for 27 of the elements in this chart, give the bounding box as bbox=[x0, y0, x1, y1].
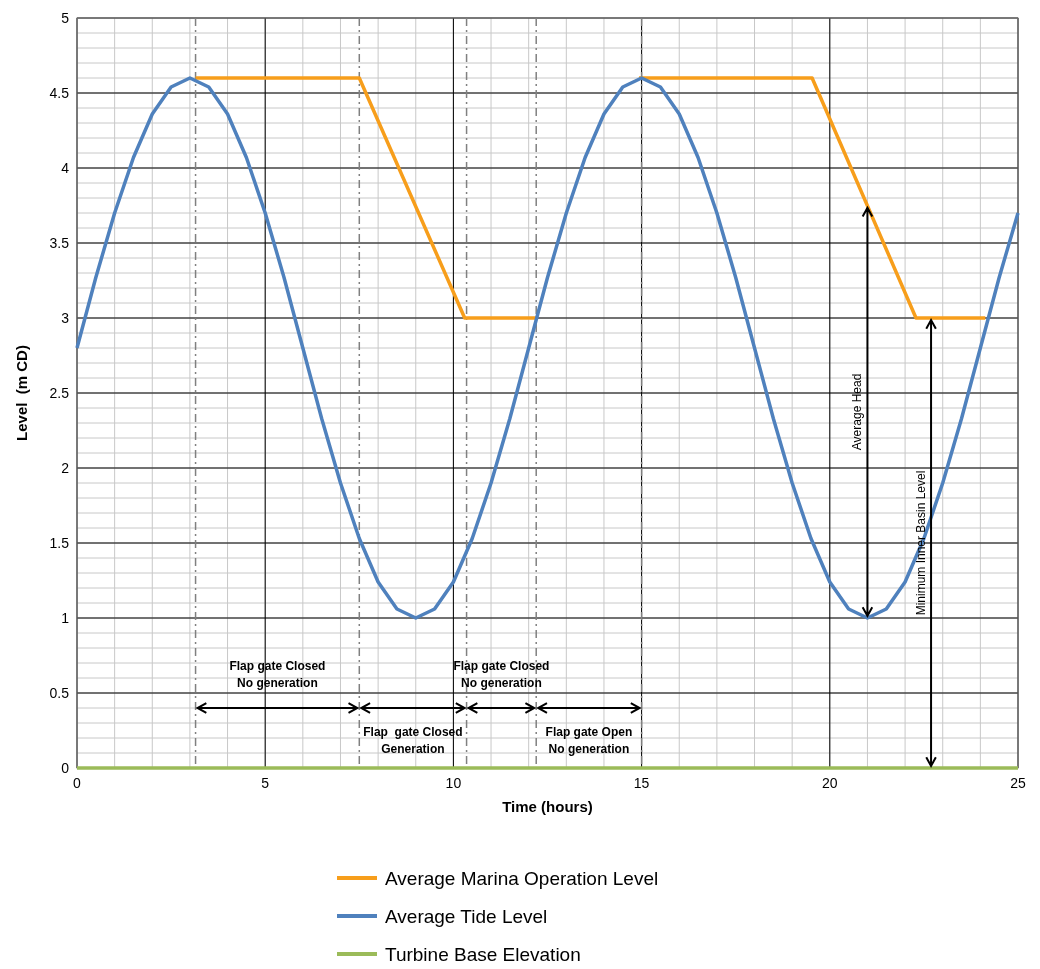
y-tick-label: 1.5 bbox=[49, 534, 70, 551]
legend-label: Average Tide Level bbox=[385, 905, 548, 927]
y-tick-label: 2 bbox=[61, 459, 70, 476]
annotation: Average Head bbox=[850, 373, 865, 451]
y-tick-label: 2.5 bbox=[49, 384, 70, 401]
annotation: Flap gate Open No generation bbox=[545, 725, 633, 756]
x-tick-label: 0 bbox=[73, 775, 82, 791]
line-series bbox=[75, 76, 1020, 620]
y-axis-title: Level (m CD) bbox=[13, 345, 30, 441]
legend-label: Average Marina Operation Level bbox=[385, 867, 659, 889]
y-tick-label: 4.5 bbox=[49, 84, 70, 101]
y-tick-label: 1 bbox=[61, 609, 70, 626]
x-tick-label: 5 bbox=[261, 775, 270, 791]
y-tick-label: 3.5 bbox=[49, 234, 70, 251]
legend-label: Turbine Base Elevation bbox=[385, 943, 581, 965]
x-tick-label: 15 bbox=[633, 775, 650, 791]
x-tick-label: 10 bbox=[445, 775, 462, 791]
y-tick-label: 0.5 bbox=[49, 684, 70, 701]
y-tick-label: 3 bbox=[61, 309, 70, 326]
annotation: Minimum Inner Basin Level bbox=[914, 470, 929, 616]
x-axis-title: Time (hours) bbox=[502, 798, 593, 815]
y-tick-label: 5 bbox=[61, 9, 70, 26]
annotation: Flap gate Closed No generation bbox=[453, 659, 550, 690]
y-tick-label: 0 bbox=[61, 759, 70, 776]
y-tick-label: 4 bbox=[61, 159, 70, 176]
x-tick-label: 20 bbox=[822, 775, 838, 791]
x-tick-label: 25 bbox=[1010, 775, 1026, 791]
